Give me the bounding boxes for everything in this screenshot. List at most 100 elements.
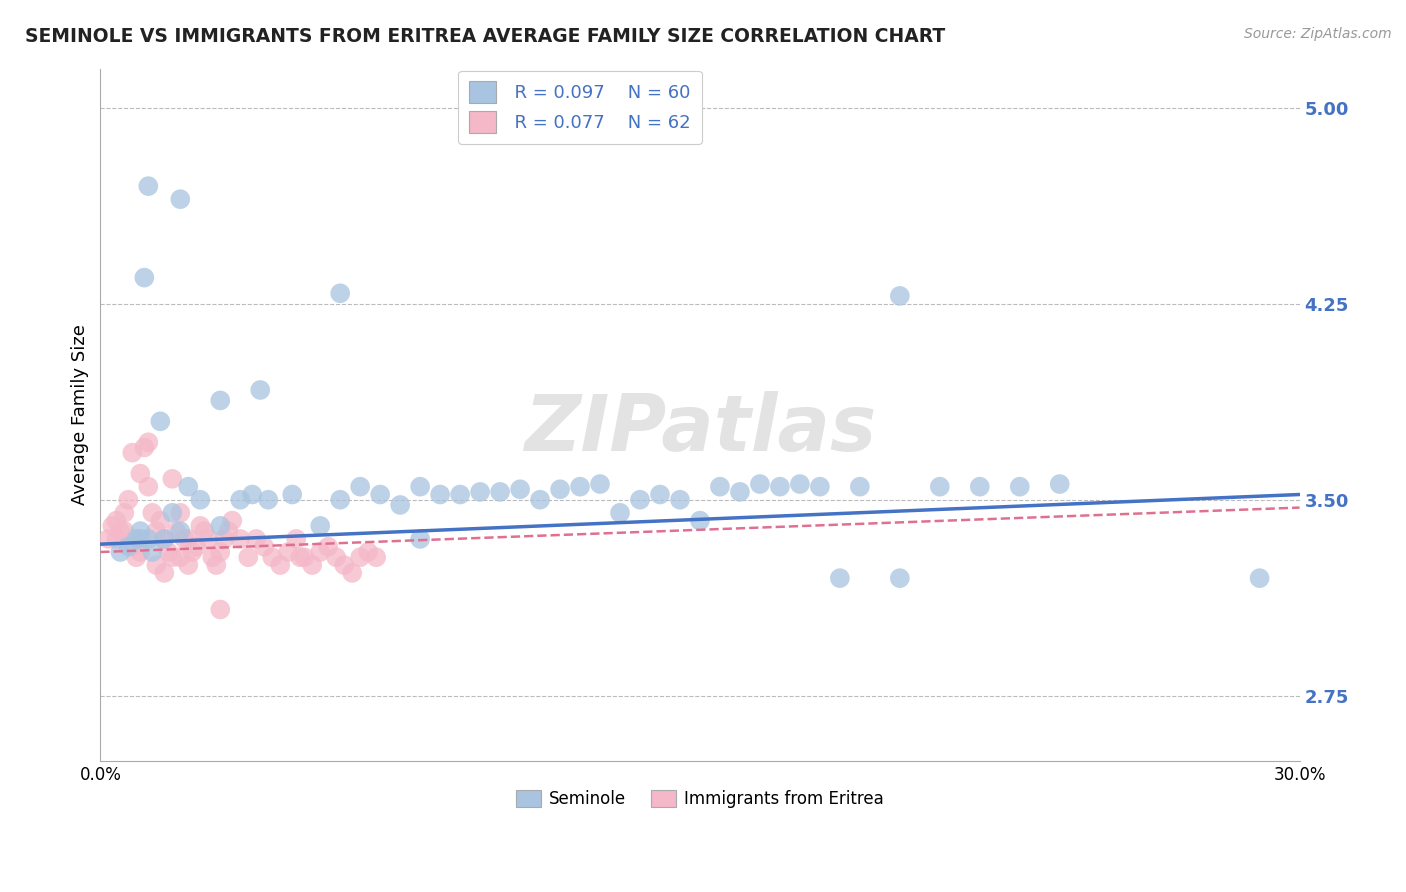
Point	[97, 532, 120, 546]
Point	[368, 487, 391, 501]
Point	[217, 524, 239, 538]
Point	[269, 558, 291, 572]
Point	[105, 532, 128, 546]
Point	[101, 519, 124, 533]
Point	[129, 467, 152, 481]
Point	[257, 492, 280, 507]
Point	[277, 545, 299, 559]
Point	[1008, 480, 1031, 494]
Point	[121, 540, 143, 554]
Point	[240, 487, 263, 501]
Point	[316, 540, 339, 554]
Point	[134, 441, 156, 455]
Point	[409, 480, 432, 494]
Point	[325, 550, 347, 565]
Point	[105, 514, 128, 528]
Point	[214, 532, 236, 546]
Point	[134, 270, 156, 285]
Point	[1249, 571, 1271, 585]
Point	[177, 532, 200, 546]
Point	[188, 519, 211, 533]
Point	[177, 558, 200, 572]
Point	[281, 487, 304, 501]
Point	[889, 289, 911, 303]
Point	[357, 545, 380, 559]
Point	[589, 477, 612, 491]
Point	[188, 492, 211, 507]
Point	[529, 492, 551, 507]
Point	[728, 484, 751, 499]
Point	[429, 487, 451, 501]
Point	[969, 480, 991, 494]
Point	[153, 532, 176, 546]
Point	[169, 192, 191, 206]
Point	[125, 550, 148, 565]
Point	[157, 545, 180, 559]
Point	[389, 498, 412, 512]
Point	[193, 524, 215, 538]
Point	[648, 487, 671, 501]
Point	[162, 472, 184, 486]
Point	[468, 484, 491, 499]
Point	[209, 602, 232, 616]
Point	[169, 550, 191, 565]
Point	[136, 480, 159, 494]
Point	[366, 550, 388, 565]
Point	[117, 540, 139, 554]
Point	[169, 524, 191, 538]
Point	[173, 532, 195, 546]
Point	[110, 524, 132, 538]
Point	[229, 532, 252, 546]
Point	[709, 480, 731, 494]
Point	[112, 506, 135, 520]
Point	[249, 383, 271, 397]
Point	[309, 545, 332, 559]
Point	[117, 492, 139, 507]
Point	[112, 524, 135, 538]
Point	[136, 532, 159, 546]
Point	[136, 179, 159, 194]
Text: Source: ZipAtlas.com: Source: ZipAtlas.com	[1244, 27, 1392, 41]
Point	[889, 571, 911, 585]
Point	[238, 550, 260, 565]
Point	[628, 492, 651, 507]
Point	[292, 550, 315, 565]
Point	[329, 492, 352, 507]
Point	[162, 506, 184, 520]
Point	[928, 480, 950, 494]
Point	[449, 487, 471, 501]
Point	[149, 414, 172, 428]
Point	[290, 550, 312, 565]
Point	[136, 435, 159, 450]
Point	[669, 492, 692, 507]
Point	[129, 524, 152, 538]
Point	[769, 480, 792, 494]
Point	[165, 524, 187, 538]
Point	[789, 477, 811, 491]
Point	[145, 524, 167, 538]
Point	[110, 545, 132, 559]
Point	[186, 540, 208, 554]
Point	[285, 532, 308, 546]
Point	[609, 506, 631, 520]
Point	[569, 480, 592, 494]
Point	[209, 545, 232, 559]
Point	[121, 446, 143, 460]
Point	[828, 571, 851, 585]
Point	[205, 558, 228, 572]
Point	[301, 558, 323, 572]
Text: ZIPatlas: ZIPatlas	[524, 391, 876, 467]
Point	[849, 480, 872, 494]
Point	[201, 550, 224, 565]
Point	[253, 540, 276, 554]
Point	[141, 545, 163, 559]
Point	[197, 532, 219, 546]
Point	[349, 550, 371, 565]
Point	[808, 480, 831, 494]
Point	[177, 480, 200, 494]
Point	[125, 532, 148, 546]
Point	[229, 492, 252, 507]
Point	[349, 480, 371, 494]
Point	[209, 519, 232, 533]
Point	[340, 566, 363, 580]
